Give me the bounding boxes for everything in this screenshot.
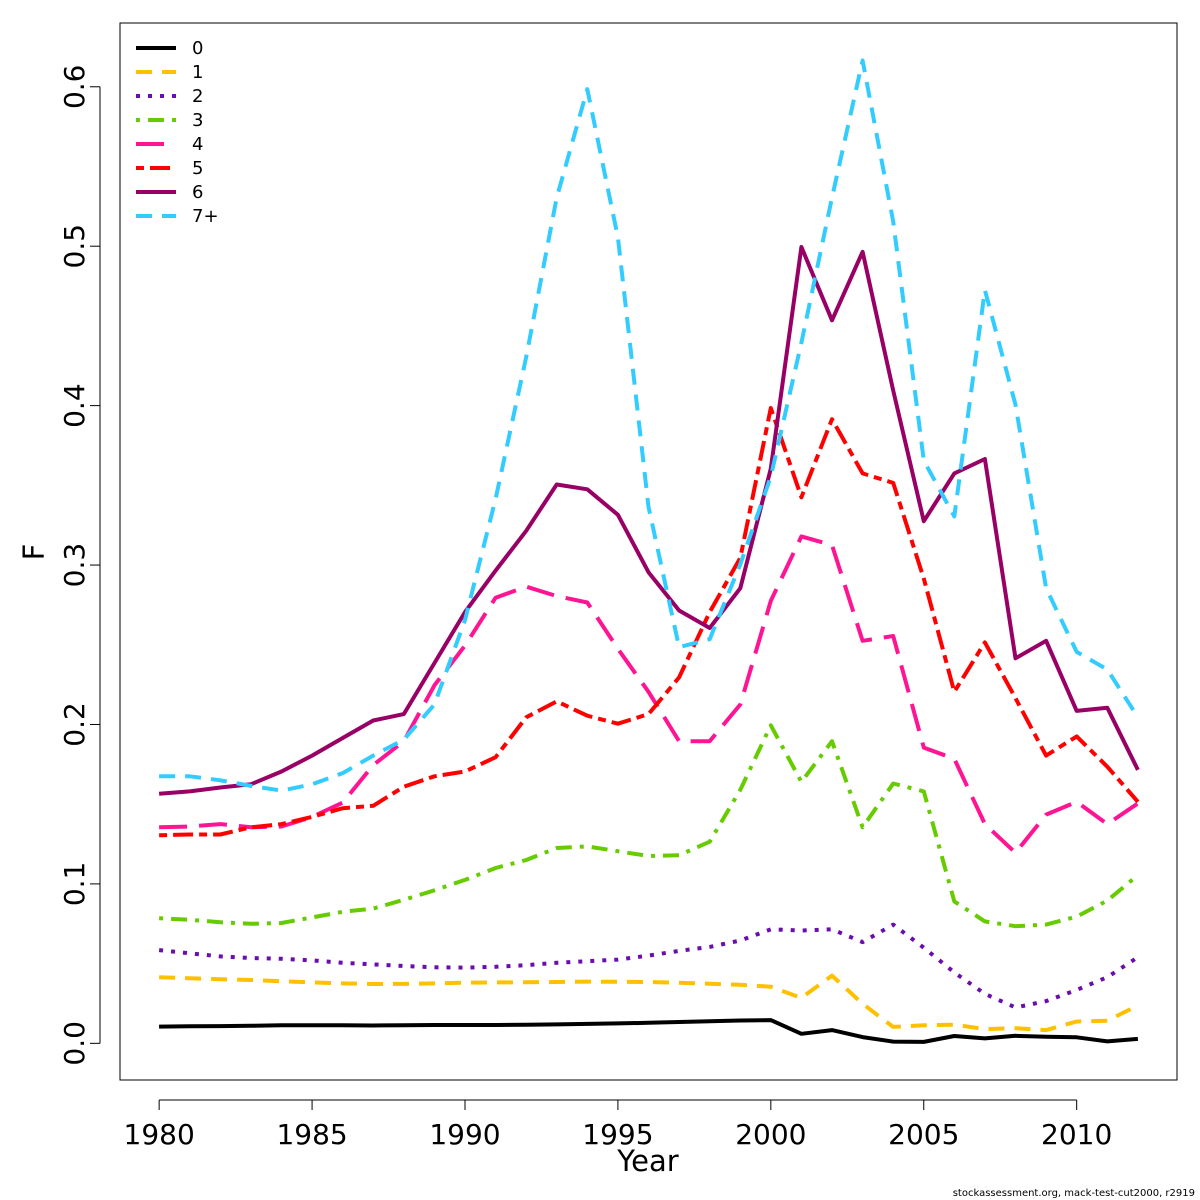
- series-line-7+: [159, 58, 1140, 793]
- x-axis-title: Year: [616, 1144, 678, 1178]
- y-tick-label: 0.6: [58, 65, 91, 110]
- y-tick-label: 0.2: [58, 702, 91, 747]
- x-tick-label: 2000: [735, 1118, 806, 1151]
- x-tick-label: 2005: [888, 1118, 959, 1151]
- series-line-3: [158, 723, 1140, 929]
- legend-label-5: 5: [192, 158, 203, 179]
- legend-label-0: 0: [192, 38, 203, 59]
- legend-label-2: 2: [192, 86, 203, 107]
- footer-credit: stockassessment.org, mack-test-cut2000, …: [953, 1188, 1195, 1199]
- series-line-0: [159, 1018, 1139, 1044]
- x-axis: 1980 1985 1990 1995 2000 2005 2010: [124, 1099, 1112, 1151]
- series-layer: [158, 58, 1140, 1044]
- legend-label-1: 1: [192, 62, 203, 83]
- x-tick-label: 1985: [276, 1118, 347, 1151]
- legend-label-6: 6: [192, 182, 203, 203]
- y-axis: 0.0 0.1 0.2 0.3 0.4 0.5 0.6: [58, 65, 101, 1066]
- series-line-1: [159, 973, 1139, 1033]
- y-tick-label: 0.0: [58, 1021, 91, 1066]
- x-tick-label: 1990: [429, 1118, 500, 1151]
- x-tick-label: 1995: [582, 1118, 653, 1151]
- y-tick-label: 0.5: [58, 224, 91, 269]
- series-line-6: [158, 245, 1140, 796]
- y-tick-label: 0.3: [58, 543, 91, 588]
- legend-label-3: 3: [192, 110, 203, 131]
- legend: 0 1 2 3 4 5 6 7+: [136, 38, 219, 227]
- legend-label-7+: 7+: [192, 206, 219, 227]
- series-line-5: [159, 406, 1140, 838]
- legend-label-4: 4: [192, 134, 203, 155]
- plot-frame: [119, 22, 1178, 1081]
- x-tick-label: 2010: [1041, 1118, 1112, 1151]
- y-axis-title: F: [17, 544, 51, 561]
- x-tick-label: 1980: [124, 1118, 195, 1151]
- y-tick-label: 0.4: [58, 383, 91, 428]
- y-tick-label: 0.1: [58, 862, 91, 907]
